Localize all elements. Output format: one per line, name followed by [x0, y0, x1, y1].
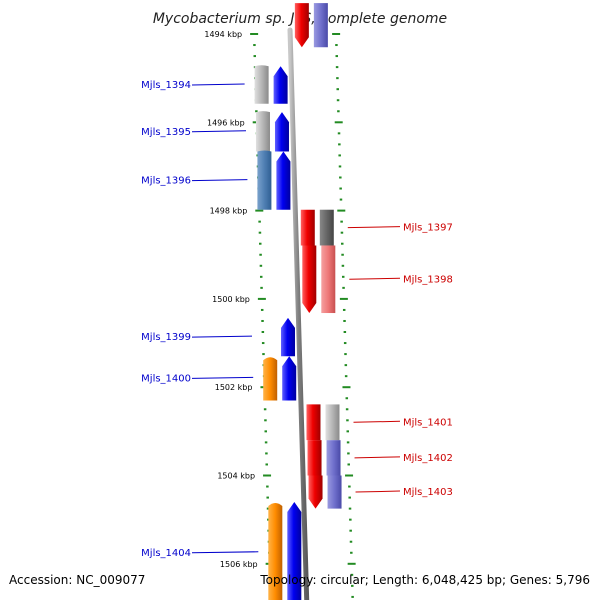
gene-arrow-forward — [280, 317, 295, 357]
kbp-label: 1502 kbp — [215, 383, 253, 392]
gene-companion — [319, 209, 334, 246]
gene-label[interactable]: Mjls_1401 — [403, 417, 453, 428]
gene-arrow-reverse — [307, 440, 322, 476]
gene-label[interactable]: Mjls_1402 — [403, 453, 453, 464]
gene-label[interactable]: Mjls_1403 — [403, 487, 453, 498]
gene-mjls-1394[interactable] — [254, 65, 288, 104]
gene-arrow-reverse — [300, 209, 315, 246]
gene-companion — [268, 502, 283, 600]
gene-arrow-reverse — [294, 3, 309, 48]
kbp-label: 1496 kbp — [207, 118, 245, 127]
gene-arrow-reverse — [306, 404, 321, 441]
gene-arrow-reverse — [302, 245, 317, 314]
gene-mjls-1403[interactable] — [308, 475, 342, 509]
label-leader-line — [191, 335, 253, 338]
edge-gene[interactable] — [294, 3, 328, 48]
gene-companion — [254, 65, 269, 104]
gene-arrow-forward — [274, 112, 289, 152]
label-leader-line — [355, 490, 401, 493]
label-leader-line — [347, 226, 401, 229]
label-leader-line — [349, 277, 401, 280]
gene-mjls-1398[interactable] — [302, 245, 336, 314]
kbp-scale: 1494 kbp 1496 kbp 1498 kbp 1500 kbp 1502 kbp… — [204, 30, 257, 569]
gene-mjls-1396[interactable] — [257, 150, 291, 210]
gene-mjls-1395[interactable] — [255, 111, 289, 152]
label-leader-line — [191, 376, 254, 379]
gene-arrow-forward — [276, 151, 291, 210]
genome-backbone — [287, 27, 310, 600]
gene-label[interactable]: Mjls_1394 — [141, 80, 191, 91]
gene-label[interactable]: Mjls_1399 — [141, 332, 191, 343]
gene-label[interactable]: Mjls_1395 — [141, 127, 191, 138]
gene-mjls-1402[interactable] — [307, 440, 341, 476]
gene-companion — [321, 245, 336, 314]
gene-label[interactable]: Mjls_1400 — [141, 373, 191, 384]
gene-companion — [257, 150, 272, 210]
gene-mjls-1399[interactable] — [280, 317, 295, 357]
gene-arrow-forward — [273, 66, 288, 104]
gene-mjls-1400[interactable] — [263, 356, 297, 401]
label-leader-line — [354, 456, 401, 459]
kbp-label: 1504 kbp — [217, 472, 255, 481]
gene-companion — [327, 475, 342, 509]
gene-label[interactable]: Mjls_1396 — [141, 176, 191, 187]
label-leader-line — [353, 420, 401, 423]
gene-track — [254, 3, 342, 600]
gene-mjls-1401[interactable] — [306, 404, 340, 441]
topology-summary: Topology: circular; Length: 6,048,425 bp… — [260, 573, 590, 587]
tick-marks-right — [332, 33, 356, 598]
gene-label[interactable]: Mjls_1397 — [403, 223, 453, 234]
gene-mjls-1397[interactable] — [300, 209, 334, 246]
accession-label: Accession: NC_009077 — [9, 573, 146, 587]
gene-companion — [325, 404, 340, 441]
gene-label[interactable]: Mjls_1398 — [403, 274, 453, 285]
gene-label[interactable]: Mjls_1404 — [141, 548, 191, 559]
gene-companion — [313, 3, 328, 48]
kbp-label: 1498 kbp — [210, 207, 248, 216]
label-leader-line — [191, 551, 259, 554]
gene-companion — [255, 111, 270, 152]
gene-arrow-forward — [282, 356, 297, 401]
gene-companion — [326, 440, 341, 476]
gene-companion — [263, 357, 278, 401]
label-leader-line — [191, 83, 245, 86]
kbp-label: 1506 kbp — [220, 560, 258, 569]
label-leader-line — [191, 130, 246, 133]
kbp-label: 1500 kbp — [212, 295, 250, 304]
kbp-label: 1494 kbp — [204, 30, 242, 39]
gene-labels: Mjls_1394 Mjls_1395 Mjls_1396 Mjls_1397 Mjls… — [141, 80, 453, 559]
label-leader-line — [191, 179, 248, 182]
gene-mjls-1404[interactable] — [268, 501, 302, 600]
gene-arrow-forward — [287, 501, 302, 600]
gene-arrow-reverse — [308, 475, 323, 509]
